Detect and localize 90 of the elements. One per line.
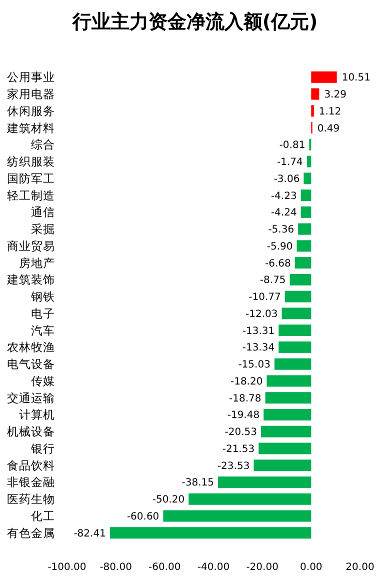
bar: [311, 105, 314, 117]
y-tick-label: 食品饮料: [7, 458, 55, 472]
data-label: -8.75: [260, 275, 286, 286]
y-tick-label: 医药生物: [7, 492, 55, 506]
y-tick-label: 商业贸易: [7, 238, 55, 253]
y-tick-label: 建筑装饰: [6, 272, 55, 287]
y-tick-label: 非银金融: [7, 475, 55, 490]
y-tick-label: 化工: [31, 509, 55, 524]
data-label: 0.49: [317, 123, 340, 134]
bar: [282, 308, 312, 320]
y-tick-label: 轻工制造: [7, 188, 55, 202]
bar: [261, 426, 312, 438]
y-tick-label: 房地产: [19, 256, 55, 270]
bar: [300, 190, 312, 202]
data-label: -21.53: [222, 444, 255, 455]
bar: [278, 324, 312, 336]
data-label: -3.06: [274, 174, 300, 185]
data-label: -13.31: [242, 326, 275, 337]
data-label: -60.60: [126, 511, 160, 522]
bar: [304, 172, 312, 184]
bar: [300, 206, 312, 218]
y-tick-label: 纺织服装: [7, 154, 55, 169]
data-label: -6.68: [264, 258, 291, 270]
x-tick-label: -40.00: [197, 562, 230, 573]
bar: [110, 527, 312, 539]
y-tick-label: 休闲服务: [7, 104, 55, 118]
bar: [266, 375, 312, 387]
bar: [306, 156, 312, 168]
x-tick-label: -100.00: [48, 562, 86, 573]
bar: [163, 510, 312, 522]
data-label: -20.53: [224, 427, 258, 438]
bar: [290, 274, 312, 286]
bar: [294, 257, 312, 269]
data-label: -38.15: [182, 478, 214, 489]
x-tick-label: 20.00: [346, 562, 374, 573]
y-tick-label: 计算机: [19, 408, 55, 422]
y-tick-label: 农林牧渔: [7, 340, 55, 354]
data-label: 10.51: [342, 72, 370, 84]
data-label: -18.78: [229, 393, 262, 404]
bar: [311, 88, 320, 100]
y-tick-label: 交通运输: [7, 390, 55, 405]
data-label: -1.74: [277, 157, 303, 168]
x-tick-label: -20.00: [246, 562, 278, 573]
y-tick-label: 汽车: [31, 323, 55, 338]
bar: [254, 460, 312, 472]
data-label: -4.23: [270, 190, 297, 202]
y-tick-label: 通信: [31, 205, 55, 220]
y-tick-label: 家用电器: [7, 87, 55, 102]
data-label: 3.29: [324, 90, 346, 101]
y-tick-label: 传媒: [31, 374, 55, 388]
y-tick-label: 公用事业: [7, 70, 55, 84]
chart-title: 行业主力资金净流入额(亿元): [71, 11, 318, 33]
y-tick-label: 电子: [31, 306, 55, 320]
data-label: -13.34: [242, 342, 275, 354]
bar: [258, 442, 312, 454]
y-tick-label: 建筑材料: [6, 120, 55, 135]
bar: [188, 493, 312, 505]
y-tick-label: 电气设备: [7, 357, 55, 372]
y-tick-label: 钢铁: [30, 290, 55, 304]
bar: [265, 392, 312, 404]
data-label: -10.77: [248, 292, 281, 304]
bar: [264, 408, 312, 420]
x-tick-label: -80.00: [100, 562, 132, 573]
data-label: -19.48: [227, 410, 260, 422]
data-label: -82.41: [74, 528, 106, 540]
y-tick-label: 国防军工: [7, 171, 55, 186]
y-tick-label: 银行: [30, 441, 55, 456]
data-label: -5.90: [266, 241, 293, 252]
bar: [296, 240, 312, 252]
bar: [274, 358, 312, 370]
y-tick-label: 采掘: [31, 222, 55, 236]
data-label: -15.03: [238, 360, 270, 371]
x-tick-label: 0.00: [300, 562, 322, 573]
bar: [284, 290, 312, 302]
data-label: -4.24: [270, 208, 297, 219]
bar: [278, 341, 312, 353]
bar: [311, 71, 337, 83]
data-label: -0.81: [279, 140, 306, 152]
data-label: -50.20: [152, 494, 185, 506]
x-tick-label: -60.00: [148, 562, 181, 573]
y-tick-label: 综合: [31, 138, 55, 152]
data-label: -5.36: [268, 224, 294, 236]
bar: [218, 476, 312, 488]
data-label: -12.03: [246, 308, 278, 320]
y-tick-label: 有色金属: [7, 526, 55, 540]
data-label: -18.20: [230, 376, 263, 388]
data-label: 1.12: [318, 106, 342, 118]
data-label: -23.53: [217, 460, 250, 472]
bar: [298, 223, 312, 235]
y-tick-label: 机械设备: [7, 424, 55, 439]
